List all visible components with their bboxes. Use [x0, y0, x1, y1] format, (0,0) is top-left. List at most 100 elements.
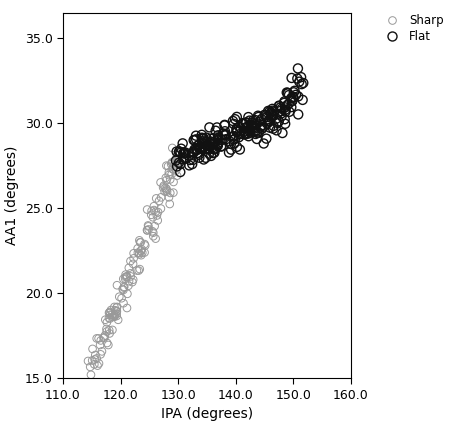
Point: [168, 171, 175, 178]
Point: [205, 139, 212, 146]
Point: [242, 131, 249, 138]
Point: [180, 150, 187, 157]
Point: [154, 209, 162, 215]
Point: [267, 110, 274, 117]
Point: [295, 111, 302, 118]
Point: [194, 142, 202, 149]
Point: [148, 212, 155, 218]
Point: [260, 123, 267, 130]
Point: [163, 162, 170, 169]
Point: [228, 146, 235, 153]
Point: [174, 156, 181, 163]
Point: [240, 120, 248, 127]
Point: [171, 161, 178, 168]
Point: [245, 114, 252, 120]
Point: [214, 141, 221, 147]
Point: [153, 212, 161, 219]
Point: [169, 160, 176, 166]
Point: [95, 335, 102, 342]
Point: [265, 117, 272, 124]
Point: [217, 143, 225, 150]
Point: [142, 242, 149, 249]
Point: [210, 150, 217, 157]
Point: [283, 102, 290, 109]
Point: [173, 157, 180, 164]
Point: [158, 194, 165, 201]
Point: [130, 261, 137, 267]
Point: [91, 361, 98, 368]
Point: [150, 203, 158, 210]
Point: [243, 130, 250, 137]
Point: [113, 308, 121, 315]
Point: [233, 114, 240, 120]
Point: [270, 125, 277, 132]
Point: [269, 107, 276, 114]
Point: [240, 131, 248, 138]
Point: [265, 108, 272, 114]
Point: [299, 96, 306, 103]
Point: [182, 155, 189, 162]
Point: [212, 145, 219, 152]
Point: [189, 161, 196, 168]
Point: [178, 145, 185, 152]
Point: [258, 116, 265, 123]
Point: [249, 117, 256, 124]
Point: [212, 127, 219, 134]
Point: [151, 223, 158, 230]
Point: [160, 184, 167, 191]
Point: [253, 120, 261, 127]
Point: [130, 255, 137, 262]
Point: [270, 108, 278, 115]
Point: [257, 124, 264, 131]
Point: [144, 206, 151, 213]
Point: [157, 179, 164, 186]
Point: [180, 156, 187, 163]
Point: [113, 304, 121, 310]
Point: [283, 89, 290, 96]
Point: [255, 114, 262, 120]
Point: [270, 123, 277, 129]
Point: [160, 182, 167, 189]
Point: [122, 271, 129, 278]
Point: [120, 300, 127, 307]
Point: [282, 120, 289, 127]
Point: [215, 132, 222, 139]
Point: [297, 74, 305, 80]
Point: [96, 341, 104, 348]
Point: [290, 94, 297, 101]
Point: [106, 310, 113, 316]
Point: [139, 249, 146, 256]
Point: [278, 110, 285, 117]
Point: [149, 214, 157, 221]
Point: [263, 114, 270, 120]
Point: [172, 167, 180, 174]
Point: [144, 222, 152, 229]
Point: [193, 147, 200, 154]
Point: [246, 126, 253, 133]
Point: [233, 125, 240, 132]
Point: [87, 372, 94, 378]
Point: [235, 123, 243, 130]
Point: [113, 307, 120, 314]
Point: [245, 124, 252, 131]
Point: [237, 125, 244, 132]
Point: [199, 140, 206, 147]
Point: [277, 108, 284, 114]
Point: [263, 135, 270, 142]
Point: [230, 140, 238, 147]
Point: [255, 129, 262, 136]
Point: [269, 111, 276, 118]
Point: [182, 149, 189, 156]
Point: [295, 93, 302, 100]
Point: [285, 101, 292, 108]
Point: [173, 148, 180, 155]
Point: [113, 282, 121, 289]
Legend: Sharp, Flat: Sharp, Flat: [378, 12, 446, 46]
Point: [136, 251, 143, 258]
Point: [112, 307, 119, 314]
Point: [100, 334, 107, 341]
Point: [211, 140, 218, 147]
Point: [173, 163, 180, 170]
Point: [282, 108, 289, 115]
Point: [108, 307, 115, 313]
